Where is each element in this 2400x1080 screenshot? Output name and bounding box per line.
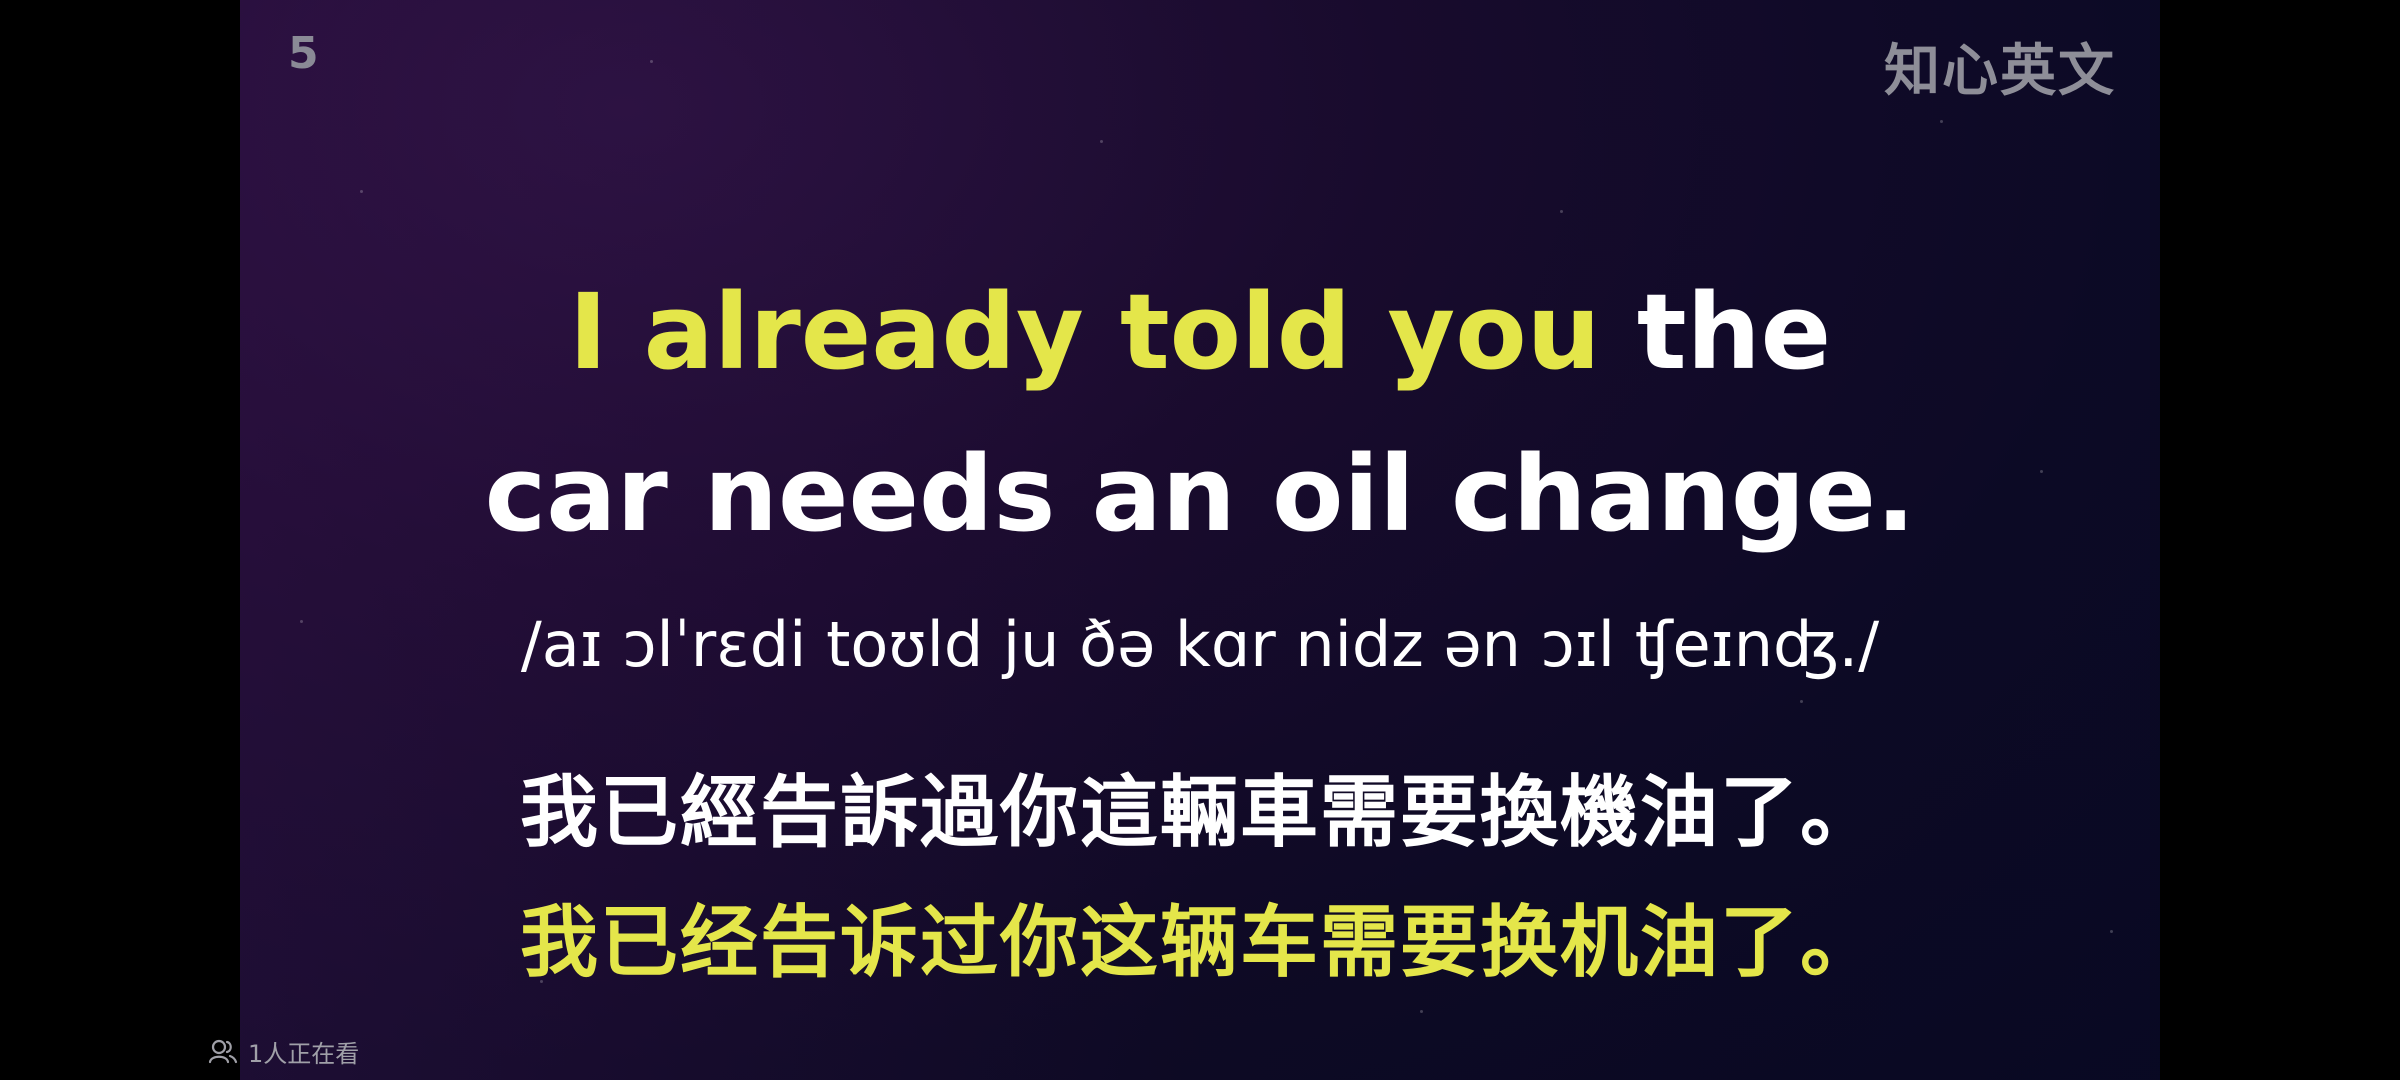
english-sentence-line-2: car needs an oil change.	[484, 433, 1916, 555]
chinese-traditional-translation: 我已經告訴過你這輛車需要換機油了。	[519, 768, 1880, 858]
viewer-count: 1人正在看	[208, 1034, 359, 1068]
video-player[interactable]: 5 知心英文 I already told you the car needs …	[240, 0, 2160, 1080]
viewers-icon	[208, 1039, 238, 1064]
background-speck	[2040, 470, 2043, 473]
background-speck	[300, 620, 303, 623]
background-speck	[880, 360, 883, 363]
background-speck	[650, 60, 653, 63]
background-speck	[1420, 1010, 1423, 1013]
english-line-1-rest: the	[1636, 271, 1832, 393]
background-speck	[2110, 930, 2113, 933]
background-speck	[1560, 210, 1563, 213]
page-number: 5	[288, 28, 319, 79]
english-highlight-phrase: I already told you	[568, 271, 1601, 393]
viewer-count-text: 1人正在看	[248, 1039, 360, 1068]
background-speck	[1940, 120, 1943, 123]
ipa-transcription: /aɪ ɔlˈrɛdi toʊld ju ðə kɑr nidz ən ɔɪl …	[520, 608, 1880, 681]
chinese-simplified-translation: 我已经告诉过你这辆车需要换机油了。	[519, 898, 1880, 988]
background-speck	[360, 190, 363, 193]
background-speck	[1800, 700, 1803, 703]
background-speck	[540, 980, 543, 983]
english-sentence-line-1: I already told you the	[240, 280, 2160, 384]
background-speck	[1100, 140, 1103, 143]
channel-watermark: 知心英文	[1884, 39, 2116, 104]
